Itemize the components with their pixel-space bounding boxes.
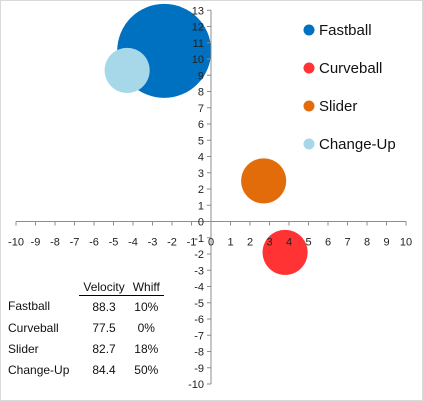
- legend-marker: [303, 138, 315, 150]
- table-row: Change-Up 84.4 50%: [6, 359, 164, 380]
- x-tick-label: 3: [266, 237, 272, 249]
- x-tick-label: 1: [227, 237, 233, 249]
- y-tick-label: 11: [193, 38, 204, 50]
- y-tick-label: -4: [194, 282, 204, 294]
- y-tick-label: -1: [194, 233, 204, 245]
- x-tick-label: 7: [344, 237, 350, 249]
- y-tick-label: 6: [198, 119, 204, 131]
- y-tick-label: 2: [198, 184, 204, 196]
- x-tick-label: -7: [70, 237, 80, 249]
- legend-entry: Fastball: [319, 22, 372, 39]
- bubble-curveball: [262, 229, 308, 275]
- pitch-name: Curveball: [8, 320, 59, 335]
- y-tick-label: 9: [198, 70, 204, 82]
- velocity-value: 77.5: [92, 320, 116, 335]
- x-tick-label: -8: [50, 237, 60, 249]
- y-tick-label: 13: [192, 5, 204, 17]
- whiff-value: 0%: [137, 320, 155, 335]
- bubble-layer: [104, 3, 308, 275]
- whiff-value: 50%: [134, 362, 159, 377]
- x-tick-label: -6: [89, 237, 99, 249]
- bubble-slider: [241, 158, 287, 204]
- table-row: Curveball 77.5 0%: [6, 317, 164, 338]
- y-tick-label: 1: [198, 200, 204, 212]
- x-tick-label: -9: [31, 237, 41, 249]
- y-tick-label: -8: [194, 347, 204, 359]
- y-tick-label: 8: [198, 87, 204, 99]
- x-tick-label: -3: [148, 237, 158, 249]
- x-tick-label: 10: [400, 237, 412, 249]
- y-tick-label: -7: [194, 330, 204, 342]
- table-corner-cell: [6, 278, 79, 296]
- whiff-value: 18%: [134, 341, 159, 356]
- velocity-value: 82.7: [92, 341, 116, 356]
- legend-marker: [303, 100, 315, 112]
- table-header-row: Velocity Whiff: [6, 278, 164, 296]
- legend-entry: Slider: [319, 98, 357, 115]
- x-tick-label: -1: [187, 237, 197, 249]
- table-header-whiff: Whiff: [128, 278, 164, 296]
- x-tick-label: -10: [8, 237, 24, 249]
- x-tick-label: 0: [208, 237, 214, 249]
- legend-marker: [303, 24, 315, 36]
- x-tick-label: 4: [286, 237, 292, 249]
- y-tick-label: 12: [192, 22, 204, 34]
- axes: -10 -9 -8 -7 -6 -5 -4 -3 -2 -1 0 1 2 3 4 5 6 7 8 9 10-10-9-8…: [8, 5, 412, 391]
- table-row: Fastball 88.3 10%: [6, 296, 164, 318]
- velocity-value: 84.4: [92, 362, 116, 377]
- x-tick-label: 2: [247, 237, 253, 249]
- legend-entry: Curveball: [319, 60, 382, 77]
- y-tick-label: 5: [198, 135, 204, 147]
- pitch-name: Change-Up: [8, 362, 70, 377]
- y-tick-label: -2: [194, 249, 204, 261]
- x-tick-label: -5: [109, 237, 119, 249]
- table-row: Slider 82.7 18%: [6, 338, 164, 359]
- x-tick-label: 9: [383, 237, 389, 249]
- x-tick-label: -4: [128, 237, 138, 249]
- x-tick-label: 8: [364, 237, 370, 249]
- y-tick-label: 7: [198, 103, 204, 115]
- x-tick-label: 5: [305, 237, 311, 249]
- legend-entry: Change-Up: [319, 136, 396, 153]
- y-tick-label: 4: [198, 152, 204, 164]
- y-tick-label: 3: [198, 168, 204, 180]
- y-tick-label: 10: [192, 54, 204, 66]
- y-tick-label: -3: [194, 265, 204, 277]
- whiff-value: 10%: [134, 299, 159, 314]
- table-header-velocity: Velocity: [79, 278, 129, 296]
- y-tick-label: -10: [188, 379, 204, 391]
- y-tick-label: -9: [194, 363, 204, 375]
- pitch-name: Slider: [8, 341, 39, 356]
- bubble-change-up: [104, 47, 150, 93]
- x-tick-label: 6: [325, 237, 331, 249]
- pitch-stats-table: Velocity Whiff Fastball 88.3 10% Curveba…: [6, 278, 164, 380]
- y-tick-label: -5: [194, 298, 204, 310]
- legend-marker: [303, 62, 315, 74]
- y-tick-label: 0: [198, 217, 204, 229]
- y-tick-label: -6: [194, 314, 204, 326]
- velocity-value: 88.3: [92, 299, 116, 314]
- pitch-name: Fastball: [8, 299, 51, 314]
- legend: Fastball Curveball Slider Change-Up: [303, 22, 396, 153]
- x-tick-label: -2: [167, 237, 177, 249]
